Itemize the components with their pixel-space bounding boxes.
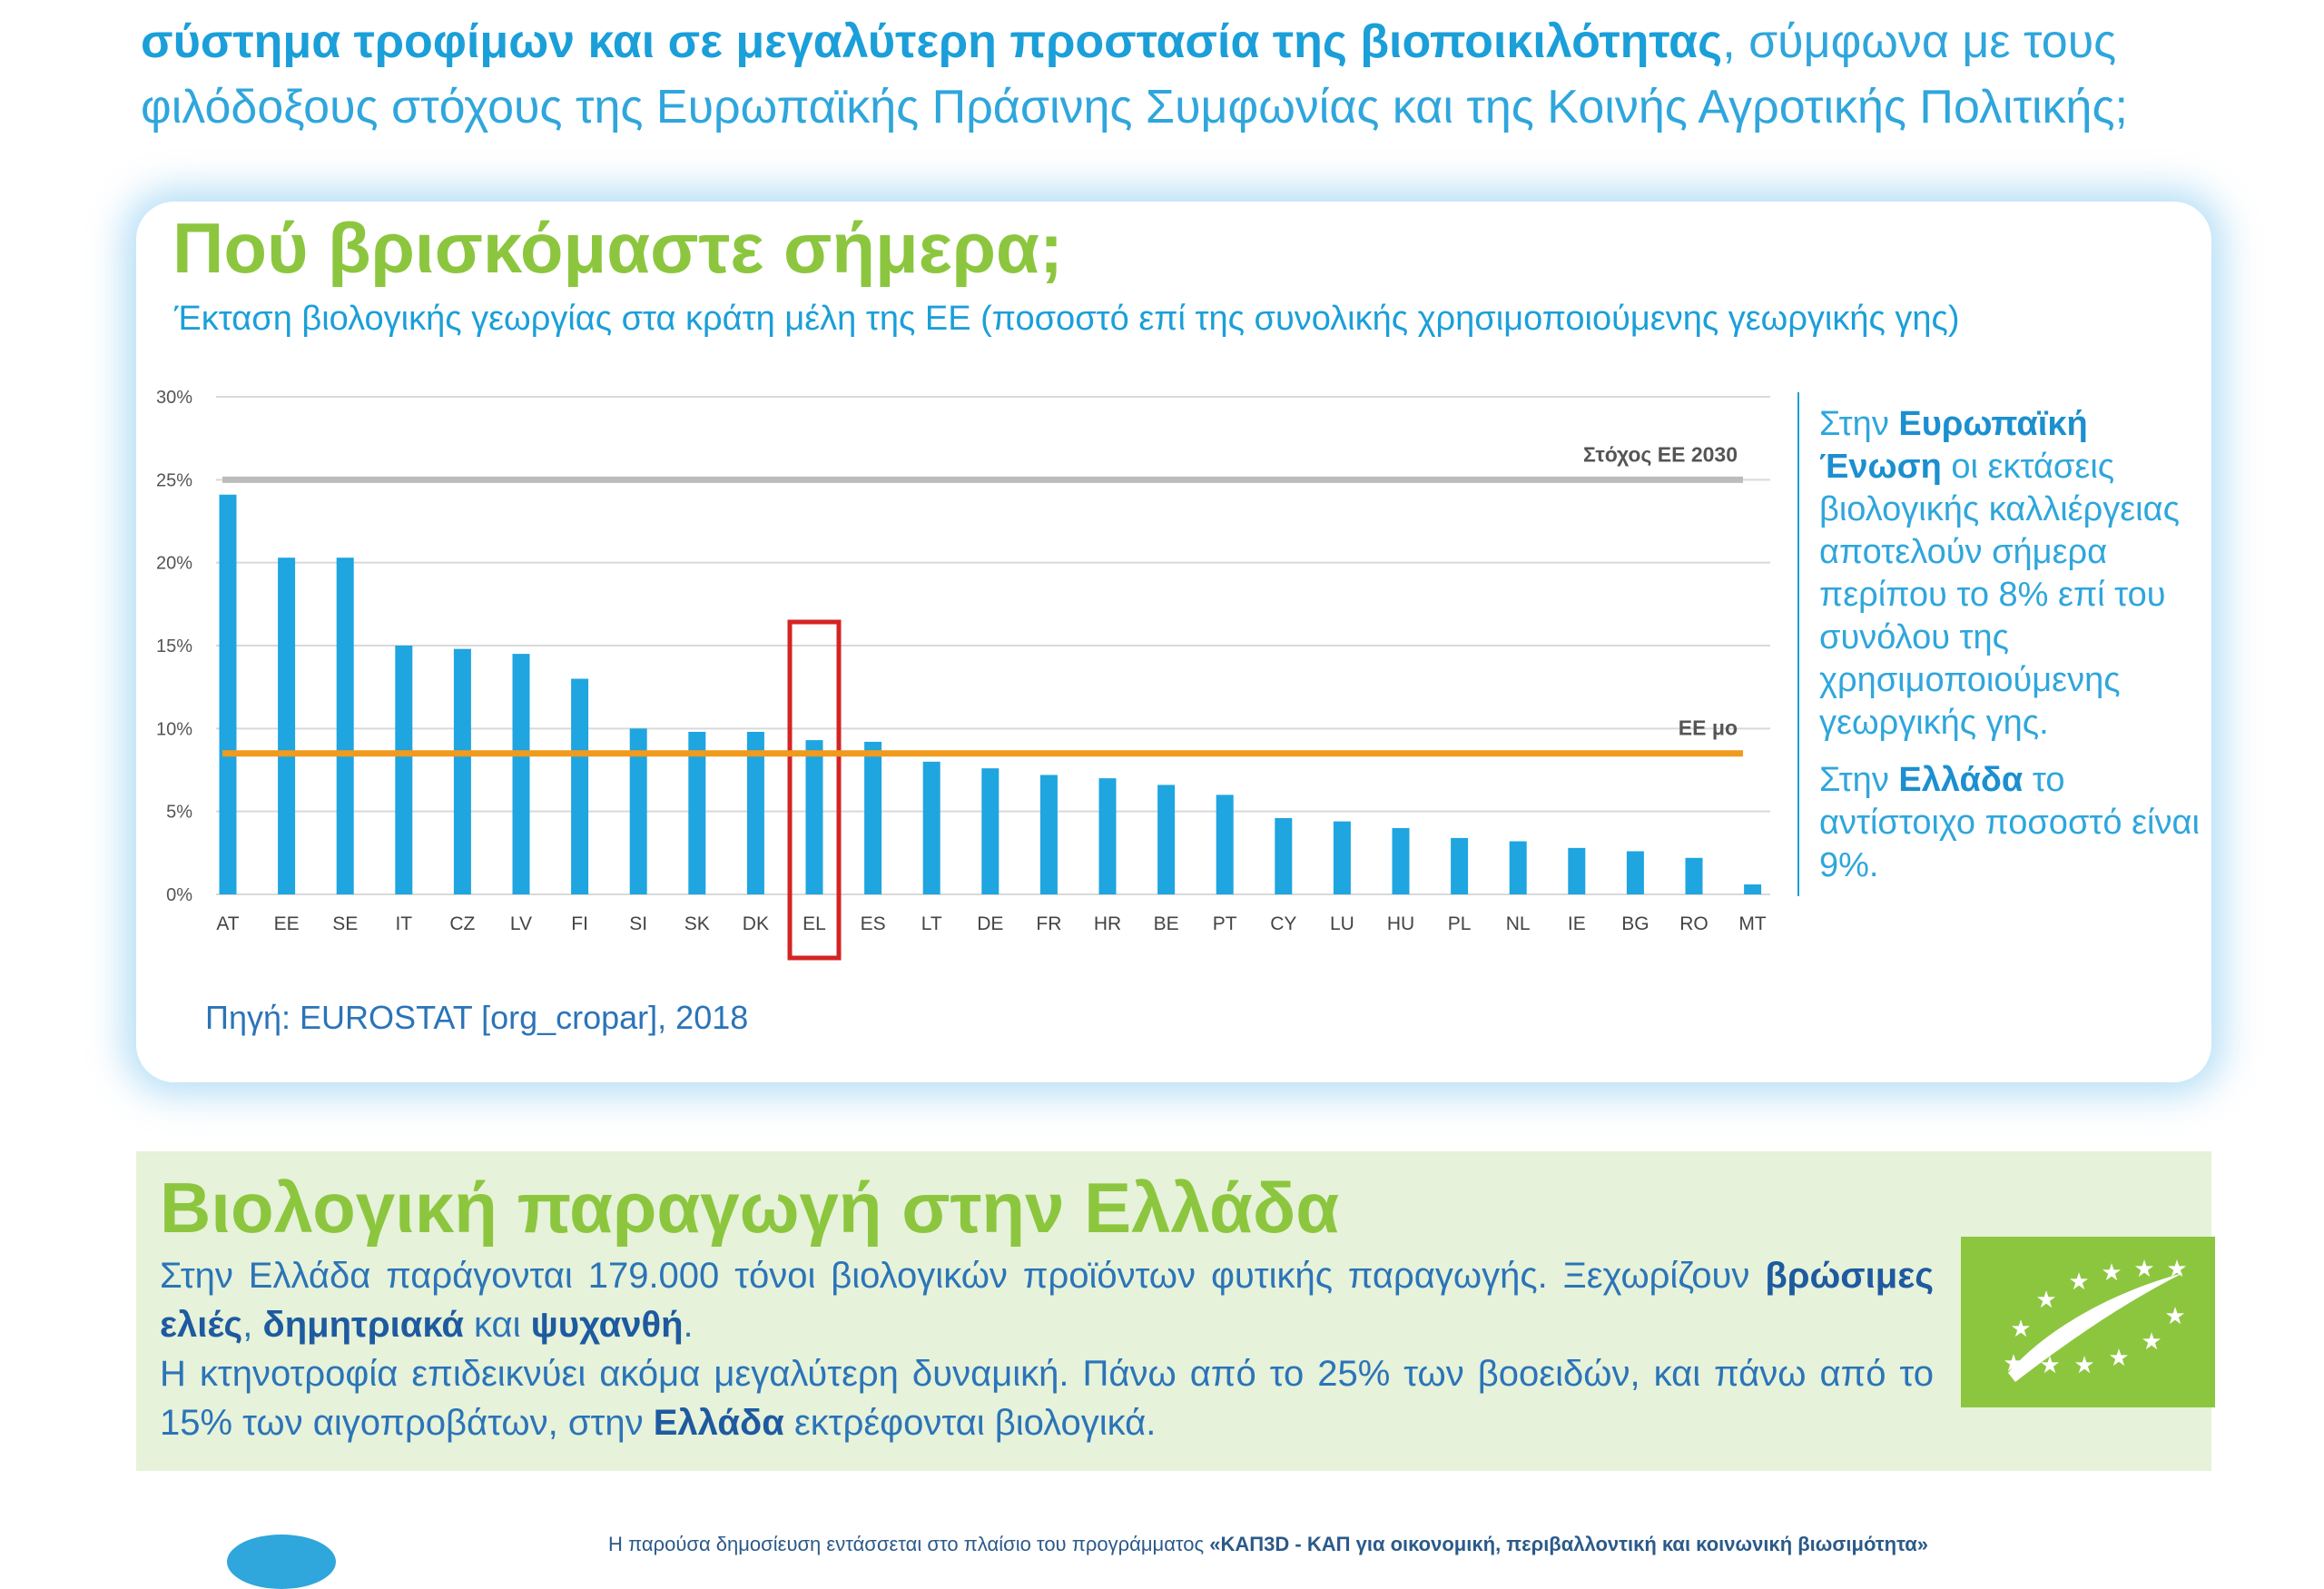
- eu-organic-leaf-logo: ★ ★ ★ ★ ★ ★ ★ ★ ★ ★ ★ ★: [1961, 1237, 2215, 1407]
- bar: [1275, 817, 1293, 894]
- bar: [219, 494, 237, 894]
- bar: [688, 731, 706, 894]
- bar: [1451, 837, 1469, 894]
- x-tick-label: ES: [861, 913, 886, 934]
- bar: [864, 741, 882, 894]
- x-tick-label: DE: [977, 913, 1003, 934]
- greece-text: Στην Ελλάδα παράγονται 179.000 τόνοι βιο…: [160, 1256, 1934, 1443]
- x-tick-label: FR: [1036, 913, 1061, 934]
- bar: [1744, 884, 1762, 894]
- greece-title: Βιολογική παραγωγή στην Ελλάδα: [160, 1168, 1340, 1248]
- bar: [1509, 841, 1527, 894]
- svg-text:★: ★: [2010, 1316, 2031, 1343]
- sidebar-paragraph-eu: Στην Ευρωπαϊκή Ένωση οι εκτάσεις βιολογι…: [1819, 405, 2180, 742]
- svg-text:★: ★: [2003, 1350, 2024, 1377]
- bar: [1098, 778, 1117, 894]
- x-tick-label: CY: [1270, 913, 1296, 934]
- svg-text:★: ★: [2035, 1287, 2056, 1314]
- svg-text:★: ★: [2068, 1268, 2089, 1296]
- svg-text:★: ★: [2164, 1303, 2185, 1330]
- bar: [1626, 851, 1644, 894]
- intro-rest: , σύμφωνα με τους: [1722, 15, 2117, 68]
- x-tick-label: RO: [1679, 913, 1709, 934]
- highlight-box: [787, 619, 842, 961]
- svg-text:★: ★: [2073, 1352, 2094, 1379]
- bar: [453, 648, 471, 894]
- x-tick-label: AT: [216, 913, 239, 934]
- footer-logo: [227, 1535, 336, 1589]
- greece-section: [136, 1151, 2211, 1471]
- card-title: Πού βρισκόμαστε σήμερα;: [172, 208, 1063, 288]
- x-tick-label: BE: [1154, 913, 1179, 934]
- svg-text:★: ★: [2101, 1259, 2122, 1287]
- x-tick-label: NL: [1506, 913, 1531, 934]
- bar-chart: 0% 5% 10% 15% 20% 25% 30% AT EE SE IT CZ LV FI SI SK DK E…: [156, 388, 1770, 961]
- x-tick-label: DK: [743, 913, 769, 934]
- y-tick-label: 30%: [156, 388, 192, 408]
- chart-source: Πηγή: EUROSTAT [org_cropar], 2018: [205, 999, 749, 1036]
- y-tick-label: 25%: [156, 470, 192, 490]
- bar: [629, 728, 647, 894]
- svg-text:★: ★: [2166, 1256, 2187, 1283]
- bar: [336, 558, 354, 894]
- x-tick-label: LU: [1330, 913, 1354, 934]
- intro-bold: σύστημα τροφίμων και σε μεγαλύτερη προστ…: [141, 15, 1723, 68]
- x-tick-label: SI: [629, 913, 647, 934]
- bar: [1685, 857, 1703, 894]
- x-tick-label: LV: [510, 913, 532, 934]
- x-tick-label: PT: [1213, 913, 1237, 934]
- sidebar-text: Στην Ευρωπαϊκή Ένωση οι εκτάσεις βιολογι…: [1819, 403, 2219, 887]
- bar: [512, 654, 530, 894]
- y-tick-label: 20%: [156, 554, 192, 574]
- y-tick-label: 10%: [156, 719, 192, 739]
- svg-text:★: ★: [2141, 1328, 2162, 1356]
- x-tick-label: HR: [1094, 913, 1121, 934]
- x-tick-label: MT: [1738, 913, 1766, 934]
- eu-organic-leaf-icon: ★★ ★ ★ ★★ ★ ★ ★ ★★★: [2003, 1256, 2188, 1382]
- x-tick-label: BG: [1621, 913, 1649, 934]
- x-tick-label: PL: [1448, 913, 1472, 934]
- bar: [571, 678, 589, 894]
- bar: [922, 761, 940, 894]
- sidebar-divider: [1797, 392, 1799, 896]
- x-tick-label: SK: [684, 913, 710, 934]
- bar: [1157, 785, 1176, 894]
- bar: [278, 558, 296, 894]
- x-tick-label: FI: [571, 913, 588, 934]
- x-tick-label: SE: [332, 913, 358, 934]
- x-tick-label: CZ: [449, 913, 475, 934]
- svg-text:★: ★: [2039, 1352, 2060, 1379]
- intro-line2: φιλόδοξους στόχους της Ευρωπαϊκής Πράσιν…: [141, 81, 2128, 133]
- x-tick-label: LT: [921, 913, 942, 934]
- bar: [1039, 775, 1058, 894]
- svg-text:★: ★: [2133, 1256, 2154, 1283]
- sidebar-paragraph-gr: Στην Ελλάδα το αντίστοιχο ποσοστό είναι …: [1819, 761, 2200, 884]
- y-tick-label: 15%: [156, 637, 192, 656]
- bar: [1333, 821, 1351, 894]
- y-tick-label: 5%: [166, 803, 192, 823]
- reference-line-label: ΕΕ μο: [1679, 716, 1738, 740]
- bar: [805, 740, 823, 894]
- bar: [1568, 847, 1586, 894]
- x-tick-label: IT: [395, 913, 412, 934]
- x-tick-label: EE: [274, 913, 300, 934]
- reference-line-label: Στόχος ΕΕ 2030: [1583, 442, 1738, 466]
- bar: [395, 646, 413, 894]
- x-tick-label: HU: [1387, 913, 1414, 934]
- chart-card: [136, 202, 2211, 1082]
- chart-subtitle: Έκταση βιολογικής γεωργίας στα κράτη μέλ…: [174, 300, 1960, 338]
- footer-text: Η παρούσα δημοσίευση εντάσσεται στο πλαί…: [608, 1533, 1929, 1555]
- svg-text:★: ★: [2108, 1345, 2129, 1372]
- intro-text: σύστημα τροφίμων και σε μεγαλύτερη προστ…: [141, 9, 2229, 140]
- bar: [981, 768, 1000, 894]
- x-tick-label: EL: [803, 913, 826, 934]
- y-tick-label: 0%: [166, 885, 192, 905]
- bar: [1216, 794, 1234, 894]
- x-tick-label: IE: [1568, 913, 1586, 934]
- bar: [746, 731, 764, 894]
- bar: [1392, 827, 1410, 894]
